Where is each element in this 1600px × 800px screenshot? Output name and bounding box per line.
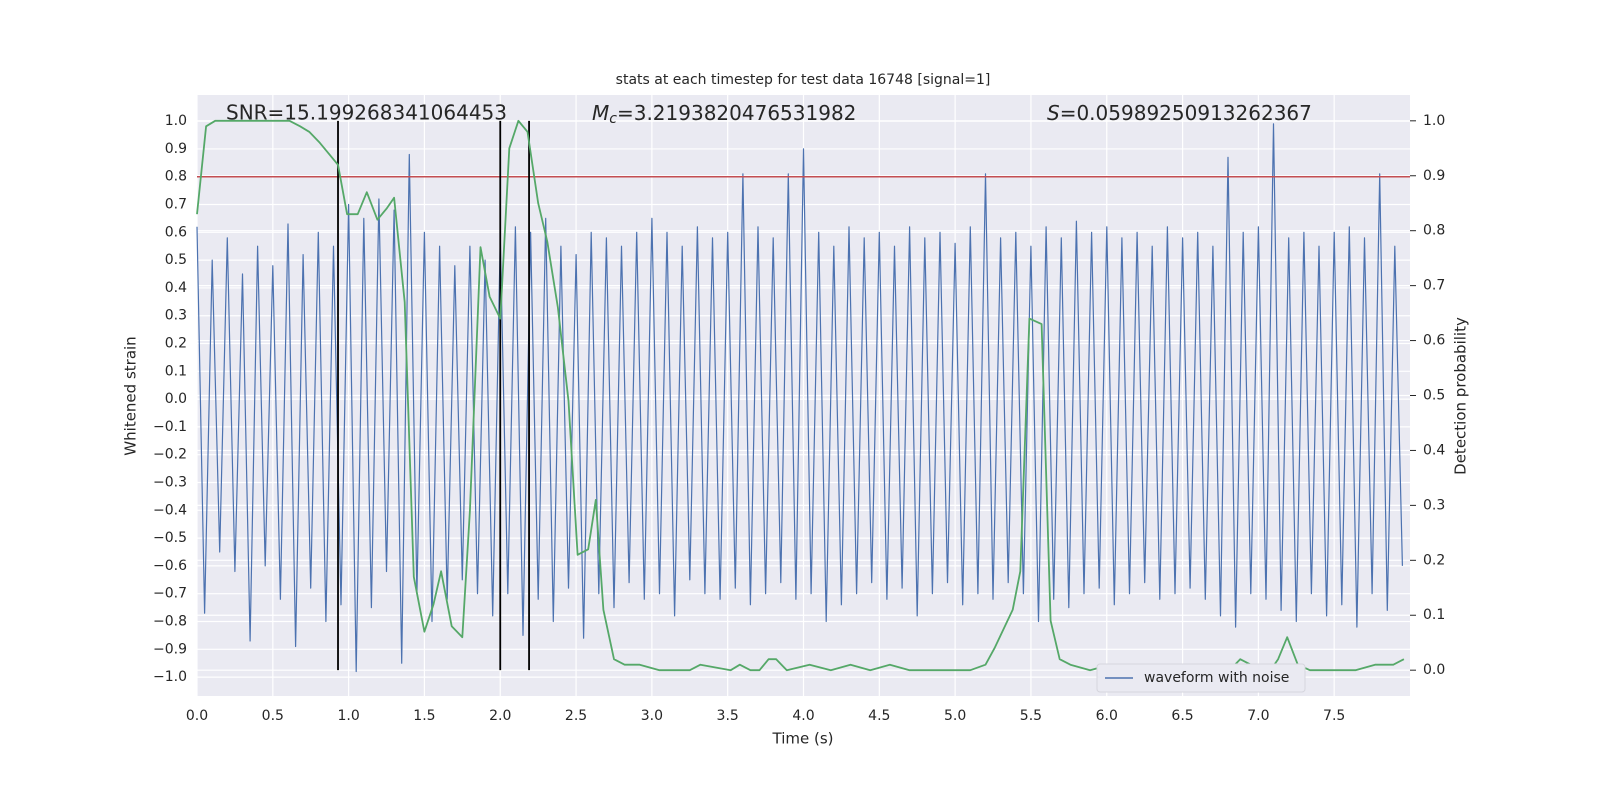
x-tick-label: 3.0 [641, 708, 663, 724]
y-tick-label: −0.3 [153, 475, 187, 491]
x-axis-label: Time (s) [772, 730, 834, 748]
x-tick-label: 7.5 [1323, 708, 1345, 724]
y-tick-label: 0.5 [165, 252, 187, 268]
annotation-symbol: S [1047, 101, 1060, 125]
y-tick-label: 0.8 [165, 169, 187, 185]
y-tick-label: 0.6 [165, 224, 187, 240]
x-tick-label: 3.5 [717, 708, 739, 724]
y-tick-label: 0.9 [165, 141, 187, 157]
y-tick-label: −0.8 [153, 614, 187, 630]
y-tick-label: −0.5 [153, 530, 187, 546]
annotation: SNR=15.199268341064453 [226, 101, 507, 125]
y-tick-label: −0.7 [153, 586, 187, 602]
x-tick-label: 4.5 [868, 708, 890, 724]
x-tick-label: 2.0 [489, 708, 511, 724]
legend-label: waveform with noise [1144, 670, 1289, 686]
y-tick-label: −0.4 [153, 502, 187, 518]
annotation-text: =3.2193820476531982 [617, 101, 856, 125]
y-axis-label: Whitened strain [122, 336, 140, 455]
y-tick-label: 0.4 [165, 280, 187, 296]
x-tick-label: 1.0 [337, 708, 359, 724]
chart-title: stats at each timestep for test data 167… [616, 72, 991, 88]
x-tick-label: 5.5 [1020, 708, 1042, 724]
y2-tick-label: 0.4 [1423, 442, 1445, 458]
y-tick-label: −0.6 [153, 558, 187, 574]
x-tick-label: 6.0 [1096, 708, 1118, 724]
x-tick-label: 7.0 [1247, 708, 1269, 724]
y2-axis-label: Detection probability [1452, 317, 1470, 475]
series-line [196, 123, 1403, 673]
x-tick-label: 4.0 [792, 708, 814, 724]
y2-tick-label: 0.1 [1423, 607, 1445, 623]
x-tick-label: 2.5 [565, 708, 587, 724]
legend-box [1096, 663, 1306, 693]
annotations: SNR=15.199268341064453 Mc=3.219382047653… [226, 101, 1312, 128]
y2-tick-label: 0.3 [1423, 497, 1445, 513]
y-tick-label: 0.1 [165, 363, 187, 379]
annotation-text: =0.05989250913262367 [1060, 101, 1312, 125]
y-tick-label: −1.0 [153, 669, 187, 685]
y2-tick-label: 0.2 [1423, 552, 1445, 568]
x-tick-label: 0.5 [262, 708, 284, 724]
y2-tick-label: 0.7 [1423, 278, 1445, 294]
y-tick-label: 1.0 [165, 113, 187, 129]
y2-tick-label: 0.8 [1423, 223, 1445, 239]
annotation: S=0.05989250913262367 [1047, 101, 1312, 125]
x-tick-label: 6.5 [1171, 708, 1193, 724]
y-tick-label: 0.3 [165, 308, 187, 324]
y-tick-label: −0.9 [153, 641, 187, 657]
y2-tick-label: 0.0 [1423, 662, 1445, 678]
y-tick-label: 0.2 [165, 336, 187, 352]
x-tick-label: 1.5 [413, 708, 435, 724]
annotation: Mc=3.2193820476531982 [592, 101, 856, 128]
x-tick-label: 0.0 [186, 708, 208, 724]
y2-tick-label: 1.0 [1423, 113, 1445, 129]
y-tick-label: −0.1 [153, 419, 187, 435]
y-tick-label: 0.7 [165, 197, 187, 213]
annotation-subscript: c [609, 111, 617, 127]
y2-tick-label: 0.5 [1423, 388, 1445, 404]
y-tick-label: −0.2 [153, 447, 187, 463]
x-tick-label: 5.0 [944, 708, 966, 724]
y2-tick-label: 0.6 [1423, 333, 1445, 349]
y2-tick-label: 0.9 [1423, 168, 1445, 184]
y-tick-label: 0.0 [165, 391, 187, 407]
annotation-symbol: M [592, 101, 609, 125]
